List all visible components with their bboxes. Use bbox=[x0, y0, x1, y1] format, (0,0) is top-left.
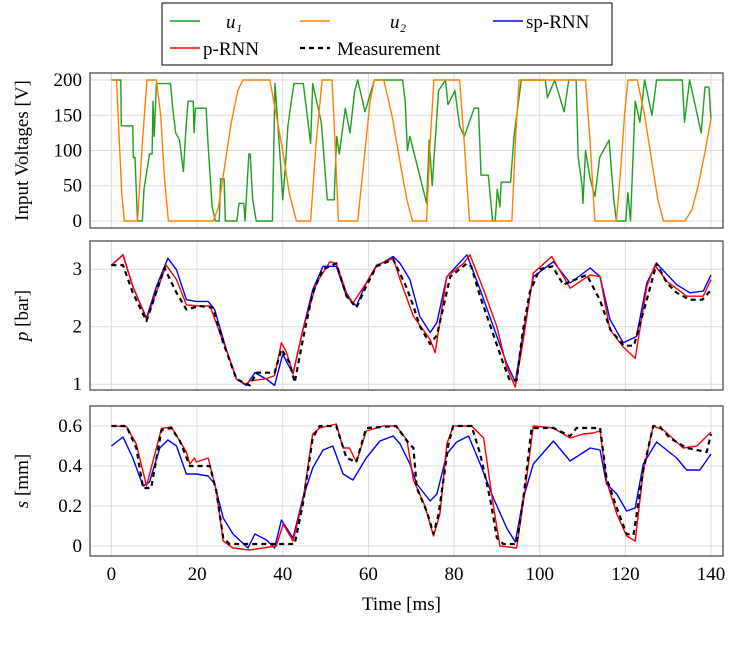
legend-box bbox=[161, 2, 613, 66]
x-tick-label: 120 bbox=[611, 564, 640, 585]
y-tick-label: 100 bbox=[54, 141, 83, 162]
y-axis-label: Input Voltages [V] bbox=[12, 80, 33, 221]
y-tick-label: 0.6 bbox=[58, 416, 82, 437]
series-u--line bbox=[111, 79, 712, 222]
legend-label-measurement: Measurement bbox=[337, 39, 441, 60]
x-tick-label: 100 bbox=[525, 564, 554, 585]
y-tick-label: 200 bbox=[54, 70, 83, 91]
series-measurement-line bbox=[111, 258, 712, 387]
y-tick-label: 1 bbox=[73, 374, 83, 395]
legend-label-p-rnn: p-RNN bbox=[203, 39, 259, 60]
y-axis-label: s [mm] bbox=[12, 454, 33, 508]
panel-3: 0 0.2 0.4 0.6 s [mm] 0 20 40 60 80 100 120 140 Time [… bbox=[12, 405, 726, 615]
x-tick-label: 80 bbox=[445, 564, 464, 585]
series-sp-rnn-line bbox=[110, 254, 712, 387]
y-tick-label: 3 bbox=[73, 259, 83, 280]
series-sp-rnn-line bbox=[110, 435, 712, 549]
x-tick-label: 0 bbox=[107, 564, 117, 585]
x-tick-label: 40 bbox=[273, 564, 292, 585]
x-tick-label: 140 bbox=[697, 564, 726, 585]
y-tick-label: 0.2 bbox=[58, 496, 82, 517]
axes-frame bbox=[89, 405, 724, 557]
series-u--line bbox=[111, 79, 712, 222]
y-tick-label: 0 bbox=[73, 211, 83, 232]
series-measurement-line bbox=[111, 424, 713, 546]
panel-2: 1 2 3 p [bar] bbox=[12, 240, 724, 395]
x-tick-label: 60 bbox=[359, 564, 378, 585]
panel-1: 0 50 100 150 200 Input Voltages [V] bbox=[12, 70, 724, 232]
axes-frame bbox=[89, 72, 724, 229]
series-p-rnn-line bbox=[110, 254, 712, 388]
y-tick-label: 0 bbox=[73, 536, 83, 557]
x-tick-label: 20 bbox=[188, 564, 207, 585]
axes-frame bbox=[89, 240, 724, 391]
y-axis-label: p [bar] bbox=[12, 290, 33, 343]
legend-label-sp-rnn: sp-RNN bbox=[526, 12, 590, 33]
legend-label-u2: u₂ bbox=[390, 12, 407, 33]
legend: u₁ u₂ sp-RNN p-RNN Measurement bbox=[161, 2, 613, 66]
x-axis-label: Time [ms] bbox=[362, 594, 441, 615]
y-tick-label: 0.4 bbox=[58, 456, 82, 477]
y-tick-label: 50 bbox=[63, 176, 82, 197]
y-tick-label: 2 bbox=[73, 317, 83, 338]
legend-label-u1: u₁ bbox=[226, 12, 242, 33]
y-tick-label: 150 bbox=[54, 105, 83, 126]
series-p-rnn-line bbox=[111, 423, 712, 551]
